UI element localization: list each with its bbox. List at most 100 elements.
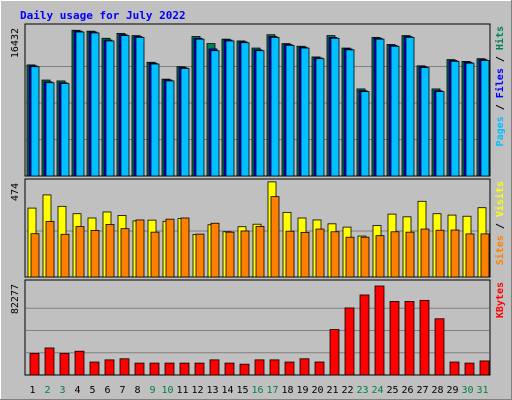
bar-sites-day-5	[90, 230, 100, 278]
bar-sites-day-25	[390, 231, 400, 278]
bar-kbytes-day-17	[269, 359, 280, 376]
bar-kbytes-day-28	[434, 318, 445, 376]
bar-pages-day-7	[120, 35, 130, 177]
bar-pages-day-2	[45, 82, 55, 177]
x-tick-label-day-22: 22	[341, 385, 353, 396]
bar-sites-day-4	[75, 226, 85, 278]
bar-kbytes-day-21	[329, 329, 340, 376]
x-tick-label-day-11: 11	[176, 385, 188, 396]
panel-hits-files-pages: 16432 Pages / Files / Hits	[10, 23, 506, 177]
x-tick-label-day-7: 7	[119, 385, 125, 396]
bar-sites-day-19	[300, 231, 310, 278]
x-tick-label-day-31: 31	[476, 385, 488, 396]
bar-pages-day-16	[255, 50, 265, 177]
x-tick-label-day-5: 5	[89, 385, 95, 396]
bar-sites-day-11	[180, 217, 190, 278]
bar-pages-day-25	[390, 45, 400, 177]
bar-sites-day-31	[480, 233, 490, 278]
bar-pages-day-4	[75, 31, 85, 177]
y-axis-label-sites-visits: Sites / Visits	[494, 181, 506, 265]
x-tick-label-day-20: 20	[311, 385, 323, 396]
bar-kbytes-day-4	[74, 350, 85, 376]
bar-kbytes-day-13	[209, 359, 220, 376]
bar-sites-day-20	[315, 228, 325, 278]
bar-kbytes-day-26	[404, 301, 415, 376]
x-tick-label-day-9: 9	[149, 385, 155, 396]
bar-kbytes-day-31	[479, 360, 490, 376]
bar-sites-day-26	[405, 231, 415, 278]
x-tick-label-day-21: 21	[326, 385, 338, 396]
bar-sites-day-22	[345, 236, 355, 278]
bar-pages-day-13	[210, 50, 220, 177]
x-tick-label-day-24: 24	[371, 385, 383, 396]
x-tick-label-day-12: 12	[191, 385, 203, 396]
x-tick-label-day-30: 30	[461, 385, 473, 396]
x-tick-label-day-15: 15	[236, 385, 248, 396]
bar-pages-day-18	[285, 44, 295, 177]
bar-sites-day-28	[435, 229, 445, 278]
bar-sites-day-29	[450, 229, 460, 278]
bar-kbytes-day-25	[389, 301, 400, 376]
bar-kbytes-day-8	[134, 362, 145, 376]
bar-pages-day-15	[240, 42, 250, 177]
bar-kbytes-day-27	[419, 299, 430, 376]
x-tick-label-day-19: 19	[296, 385, 308, 396]
bar-pages-day-23	[360, 91, 370, 177]
y-max-label-bottom: 82277	[10, 284, 21, 314]
bar-kbytes-day-14	[224, 362, 235, 376]
bar-kbytes-day-10	[164, 362, 175, 376]
bar-sites-day-18	[285, 230, 295, 278]
bar-kbytes-day-11	[179, 362, 190, 376]
x-tick-label-day-29: 29	[446, 385, 458, 396]
bar-sites-day-17	[270, 196, 280, 278]
x-tick-label-day-25: 25	[386, 385, 398, 396]
y-axis-label-pages-files-hits: Pages / Files / Hits	[494, 26, 506, 146]
bar-sites-day-8	[135, 219, 145, 278]
bar-kbytes-day-5	[89, 361, 100, 376]
x-tick-label-day-26: 26	[401, 385, 413, 396]
x-tick-label-day-10: 10	[161, 385, 173, 396]
bar-sites-day-16	[255, 225, 265, 278]
bar-sites-day-7	[120, 228, 130, 278]
x-tick-label-day-3: 3	[59, 385, 65, 396]
bar-pages-day-3	[60, 83, 70, 177]
bar-pages-day-10	[165, 80, 175, 177]
x-tick-label-day-16: 16	[251, 385, 263, 396]
x-tick-label-day-2: 2	[44, 385, 50, 396]
bar-kbytes-day-12	[194, 362, 205, 376]
bar-kbytes-day-18	[284, 361, 295, 376]
x-tick-label-day-18: 18	[281, 385, 293, 396]
bar-sites-day-13	[210, 222, 220, 278]
x-tick-label-day-1: 1	[29, 385, 35, 396]
x-tick-label-day-13: 13	[206, 385, 218, 396]
y-label-part-top-4: Hits	[494, 26, 506, 50]
bar-kbytes-day-3	[59, 352, 70, 376]
x-tick-label-day-4: 4	[74, 385, 80, 396]
bar-kbytes-day-6	[104, 359, 115, 376]
bar-kbytes-day-24	[374, 285, 385, 376]
bar-pages-day-5	[90, 32, 100, 177]
bar-sites-day-9	[150, 231, 160, 278]
bar-kbytes-day-7	[119, 358, 130, 376]
bar-kbytes-day-23	[359, 294, 370, 376]
y-label-part-top-3: /	[495, 50, 506, 68]
bar-sites-day-23	[360, 236, 370, 278]
x-tick-label-day-28: 28	[431, 385, 443, 396]
y-label-part-top-0: Pages	[495, 116, 506, 146]
y-label-part-mid-0: Sites	[494, 235, 506, 265]
bar-sites-day-21	[330, 231, 340, 278]
bar-sites-day-15	[240, 230, 250, 278]
bar-sites-day-3	[60, 233, 70, 278]
bar-sites-day-10	[165, 218, 175, 278]
bar-pages-day-27	[420, 67, 430, 177]
chart-title: Daily usage for July 2022	[20, 9, 186, 22]
y-max-label-top: 16432	[10, 28, 21, 58]
y-max-label-middle: 474	[10, 183, 21, 201]
bar-kbytes-day-1	[29, 352, 40, 376]
bar-kbytes-day-30	[464, 362, 475, 376]
x-axis-day-labels: 1 2 3 4 5 6 7 8 9 10 11 12 13 14 15 16 17 18 19 20 21 22 23 24 2…	[29, 385, 488, 396]
bar-pages-day-19	[300, 47, 310, 177]
y-label-part-mid-1: /	[495, 217, 506, 235]
bar-pages-day-12	[195, 38, 205, 177]
